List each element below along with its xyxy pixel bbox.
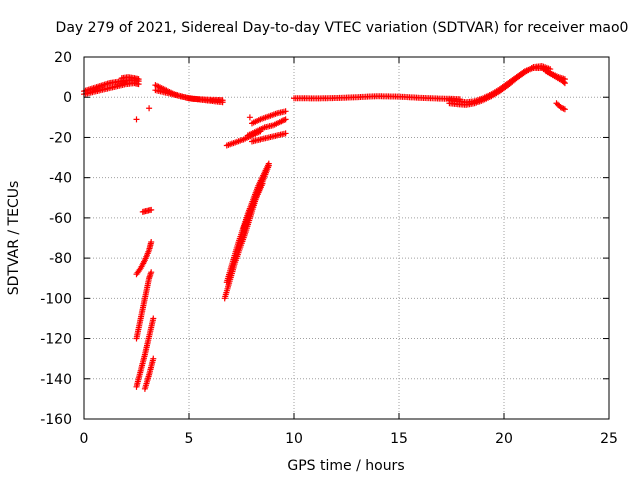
data-point	[561, 80, 568, 87]
x-axis-label: GPS time / hours	[287, 458, 404, 474]
series-arc-19	[133, 269, 155, 342]
x-tick-label: 0	[80, 431, 89, 447]
data-point	[554, 101, 561, 108]
y-tick-label: -40	[49, 171, 72, 187]
chart-title: Day 279 of 2021, Sidereal Day-to-day VTE…	[56, 20, 629, 36]
series-arc-09	[249, 130, 289, 145]
series-arc-23	[146, 105, 153, 112]
x-tick-label: 15	[390, 431, 408, 447]
series-arc-25	[141, 355, 157, 392]
data-point	[148, 239, 155, 246]
data-point	[135, 76, 142, 83]
data-point	[557, 104, 564, 111]
series-arc-15	[446, 63, 554, 108]
y-tick-label: -60	[49, 211, 72, 227]
y-tick-label: -140	[40, 372, 72, 388]
x-tick-label: 25	[600, 431, 618, 447]
y-tick-label: -100	[40, 291, 72, 307]
data-point	[150, 315, 157, 322]
data-point	[265, 160, 272, 167]
data-point	[282, 108, 289, 115]
data-point	[560, 79, 567, 86]
x-tick-label: 20	[495, 431, 513, 447]
series-arc-21	[139, 206, 155, 215]
data-point	[561, 106, 568, 113]
series-arc-22	[133, 116, 140, 123]
data-point	[219, 99, 226, 106]
series-arc-13	[291, 93, 463, 103]
data-point	[547, 66, 554, 73]
tick-layer: 0 5 10 15 20 25 -160 -140 -120 -100 -80 -60 -40 -20 0 2…	[40, 50, 618, 447]
series-arc-07	[249, 108, 289, 127]
y-tick-label: -80	[49, 251, 72, 267]
y-tick-label: -120	[40, 332, 72, 348]
data-point	[246, 114, 253, 121]
data-point	[282, 130, 289, 137]
y-tick-label: -20	[49, 130, 72, 146]
x-tick-label: 10	[285, 431, 303, 447]
series-arc-08	[244, 116, 289, 139]
y-tick-label: 0	[63, 90, 72, 106]
series-arc-20	[133, 239, 155, 278]
data-point	[282, 116, 289, 123]
series-arc-24	[246, 114, 253, 121]
data-layer	[81, 63, 568, 392]
y-tick-label: -160	[40, 412, 72, 428]
series-arc-05	[152, 87, 226, 106]
x-tick-label: 5	[185, 431, 194, 447]
plot-frame	[83, 56, 610, 420]
data-point	[135, 81, 142, 88]
grid-layer	[84, 57, 609, 419]
data-point	[133, 116, 140, 123]
series-arc-02	[81, 80, 142, 98]
y-axis-label: SDTVAR / TECUs	[6, 181, 22, 296]
series-arc-16	[543, 68, 568, 87]
data-point	[150, 355, 157, 362]
data-point	[259, 180, 266, 187]
series-arc-03	[118, 74, 142, 83]
data-point	[146, 105, 153, 112]
series-arc-12	[240, 180, 266, 231]
y-tick-label: 20	[54, 50, 72, 66]
series-arc-18	[133, 315, 157, 390]
data-point	[148, 269, 155, 276]
series-arc-17	[553, 100, 568, 113]
data-point	[148, 206, 155, 213]
